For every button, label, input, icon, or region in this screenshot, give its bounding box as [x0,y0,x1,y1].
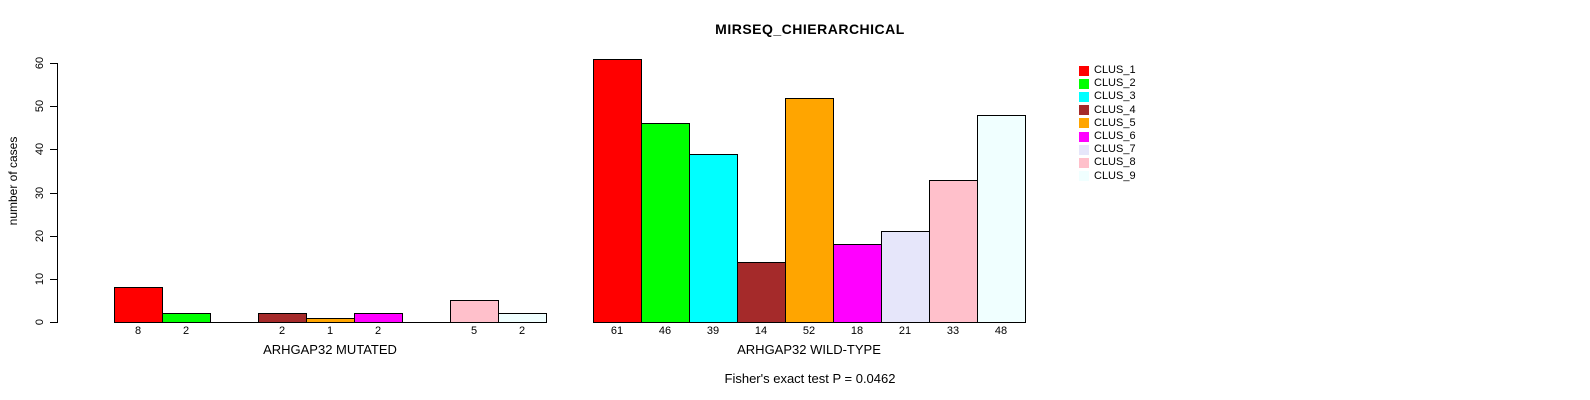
legend-swatch [1079,157,1089,168]
bar-clus_4 [258,313,307,323]
bar-value-label: 48 [994,325,1008,337]
bar-clus_7-zero [402,322,451,323]
bar-clus_4 [737,262,786,323]
bar-clus_9 [498,313,547,323]
legend-label: CLUS_1 [1094,64,1136,76]
bar-value-label: 39 [706,325,720,337]
legend-label: CLUS_7 [1094,143,1136,156]
y-axis-tick [50,235,57,237]
bar-value-label: 46 [658,325,672,337]
bar-clus_8 [929,180,978,323]
legend-item-clus_9: CLUS_9 [1079,170,1136,183]
y-axis-tick-label: 60 [34,56,46,70]
bar-clus_1 [593,59,642,323]
legend-item-clus_8: CLUS_8 [1079,156,1136,169]
bar-value-label: 1 [326,325,334,337]
y-axis-line [57,63,58,323]
legend-item-clus_1: CLUS_1 [1079,64,1136,77]
bar-clus_3-zero [210,322,259,323]
legend-item-clus_6: CLUS_6 [1079,130,1136,143]
y-axis-tick [50,322,57,323]
y-axis-tick [50,192,57,194]
legend-label: CLUS_3 [1094,90,1136,103]
legend-swatch [1079,105,1089,116]
legend-label: CLUS_8 [1094,156,1136,169]
legend-swatch [1079,144,1089,155]
group-label: ARHGAP32 MUTATED [263,342,397,357]
y-axis-tick [50,149,57,151]
group-label: ARHGAP32 WILD-TYPE [737,342,881,357]
legend-swatch [1079,171,1089,182]
bar-clus_8 [450,300,499,323]
legend-item-clus_3: CLUS_3 [1079,90,1136,103]
legend-label: CLUS_4 [1094,103,1136,116]
y-axis-tick [50,278,57,280]
bar-clus_3 [689,154,738,323]
bar-clus_5 [785,98,834,323]
bar-value-label: 33 [946,325,960,337]
legend-swatch [1079,91,1089,102]
bar-clus_2 [641,123,690,323]
legend-label: CLUS_5 [1094,116,1136,129]
bar-value-label: 18 [850,325,864,337]
y-axis-tick-label: 10 [34,272,46,285]
bar-value-label: 61 [610,325,624,337]
bar-clus_5 [306,318,355,323]
legend-item-clus_2: CLUS_2 [1079,77,1136,90]
bar-value-label: 8 [134,325,142,337]
bar-value-label: 2 [374,325,382,337]
bar-value-label: 2 [278,325,286,337]
bar-clus_7 [881,231,930,323]
legend-label: CLUS_2 [1094,77,1136,90]
fisher-test-note: Fisher's exact test P = 0.0462 [724,371,896,386]
y-axis-tick-label: 20 [34,229,46,242]
bar-clus_2 [162,313,211,323]
bar-value-label: 5 [470,325,478,337]
bar-clus_1 [114,287,163,323]
bar-clus_6 [354,313,403,323]
y-axis-tick [50,106,57,108]
bar-value-label: 52 [802,325,816,337]
bar-clus_9 [977,115,1026,323]
bar-value-label: 2 [518,325,526,337]
legend-item-clus_5: CLUS_5 [1079,117,1136,130]
y-axis-label: number of cases [6,136,20,226]
legend-item-clus_4: CLUS_4 [1079,104,1136,117]
y-axis-tick-label: 50 [34,100,46,113]
bar-clus_6 [833,244,882,323]
legend-label: CLUS_6 [1094,130,1136,142]
y-axis-tick-label: 0 [34,318,46,326]
legend-swatch [1079,65,1089,76]
legend-item-clus_7: CLUS_7 [1079,143,1136,156]
bar-value-label: 21 [898,325,912,337]
legend-swatch [1079,131,1089,142]
y-axis-tick-label: 40 [34,143,46,156]
y-axis-tick-label: 30 [34,186,46,199]
chart-title: MIRSEQ_CHIERARCHICAL [715,21,905,37]
bar-value-label: 14 [754,325,768,337]
legend-label: CLUS_9 [1094,169,1136,182]
legend-swatch [1079,118,1089,129]
bar-value-label: 2 [182,325,190,337]
legend-swatch [1079,78,1089,89]
y-axis-tick [50,63,57,64]
